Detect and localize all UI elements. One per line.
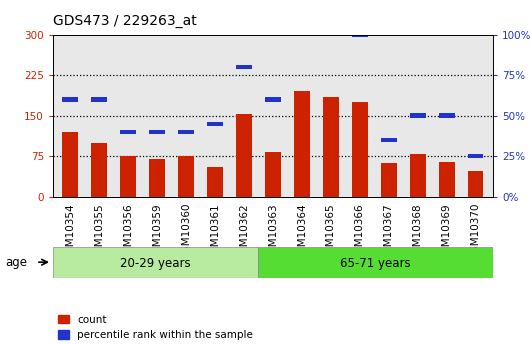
Bar [120, 156, 136, 197]
Bar [149, 130, 165, 134]
Text: 65-71 years: 65-71 years [340, 257, 411, 270]
Bar [439, 161, 455, 197]
Bar [120, 130, 136, 134]
Bar [467, 154, 483, 158]
Bar [410, 155, 426, 197]
Bar [352, 102, 368, 197]
Bar [91, 97, 107, 101]
Bar [323, 8, 339, 12]
Text: 20-29 years: 20-29 years [120, 257, 191, 270]
Bar [294, 91, 310, 197]
Bar [178, 130, 194, 134]
Bar [178, 156, 194, 197]
Bar [236, 114, 252, 197]
Text: age: age [5, 256, 28, 269]
Bar [207, 167, 223, 197]
Bar [294, 8, 310, 12]
Bar [63, 132, 78, 197]
Text: GDS473 / 229263_at: GDS473 / 229263_at [53, 13, 197, 28]
Bar [381, 162, 396, 197]
Bar [323, 97, 339, 197]
Bar [236, 65, 252, 69]
Bar [259, 247, 493, 278]
Bar [352, 32, 368, 37]
Bar [265, 152, 281, 197]
Bar [207, 121, 223, 126]
Bar [439, 114, 455, 118]
Bar [149, 159, 165, 197]
Bar [410, 114, 426, 118]
Bar [63, 97, 78, 101]
Bar [265, 97, 281, 101]
Bar [53, 247, 259, 278]
Bar [381, 138, 396, 142]
Bar [467, 171, 483, 197]
Legend: count, percentile rank within the sample: count, percentile rank within the sample [58, 315, 253, 340]
Bar [91, 142, 107, 197]
